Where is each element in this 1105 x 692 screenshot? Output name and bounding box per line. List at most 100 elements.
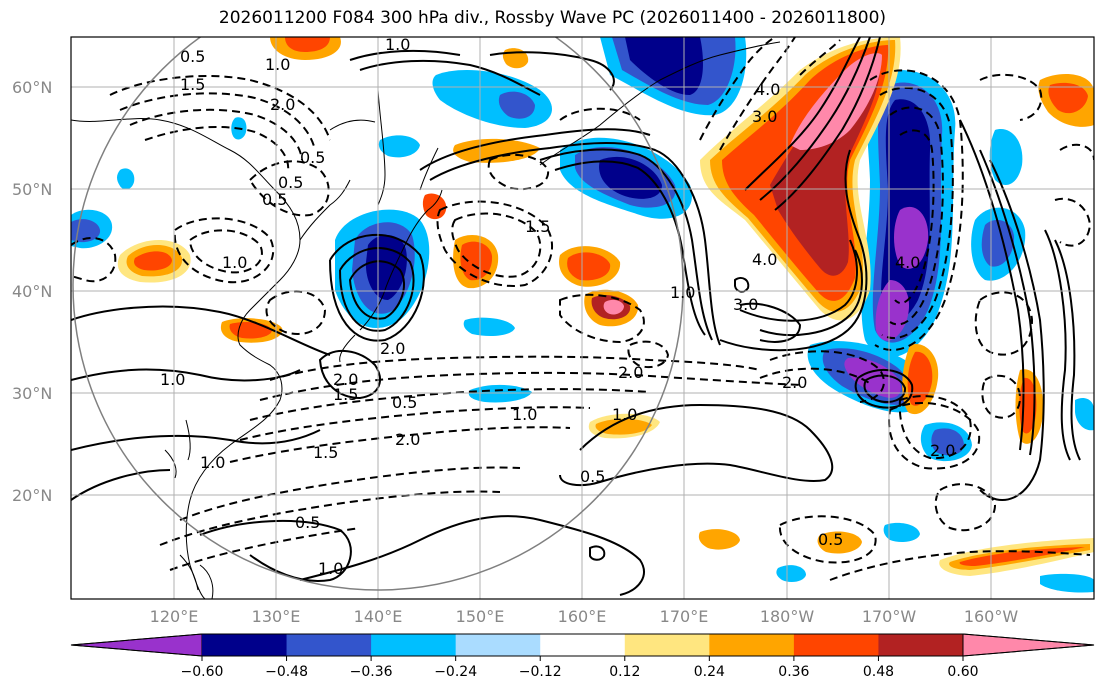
rossby-wave-contours-dashed xyxy=(71,37,1094,581)
shade-blob xyxy=(698,529,740,550)
colorbar-segment xyxy=(540,634,626,656)
contour-solid xyxy=(759,249,863,336)
shade-blob xyxy=(595,418,652,435)
shade-blob xyxy=(875,280,910,341)
lat-label: 30°N xyxy=(12,384,52,403)
shade-blob xyxy=(378,135,420,158)
lon-label: 160°E xyxy=(558,607,607,626)
coastline xyxy=(299,179,351,241)
colorbar-tick-label: 0.60 xyxy=(947,664,978,680)
coastline xyxy=(539,41,781,166)
contour-label: 2.0 xyxy=(380,339,405,358)
contour-label: 0.5 xyxy=(818,530,843,549)
lon-label: 140°E xyxy=(354,607,403,626)
contour-solid xyxy=(318,349,381,400)
contour-dashed xyxy=(769,350,885,403)
contour-dashed xyxy=(981,374,1022,419)
contour-label: 1.5 xyxy=(313,443,338,462)
shade-blob xyxy=(285,37,330,52)
shade-blob xyxy=(453,138,540,163)
contour-dashed xyxy=(869,69,964,351)
contour-label: 2.0 xyxy=(782,373,807,392)
contour-label: 3.0 xyxy=(733,295,758,314)
contour-dashed xyxy=(173,217,275,284)
contour-dashed xyxy=(119,92,316,151)
lat-label: 40°N xyxy=(12,282,52,301)
shade-blob xyxy=(603,299,624,315)
contour-solid xyxy=(979,159,1045,501)
shade-blob xyxy=(1040,573,1094,593)
lon-label: 180°W xyxy=(760,607,815,626)
contour-label: 4.0 xyxy=(895,253,920,272)
colorbar-tick-label: 0.12 xyxy=(609,664,640,680)
contour-dashed xyxy=(699,37,776,141)
contour-dashed xyxy=(898,395,972,460)
coastline xyxy=(164,449,177,479)
contour-label: 1.0 xyxy=(612,405,637,424)
divergence-shading xyxy=(71,37,1094,593)
coastline xyxy=(359,189,443,331)
contour-dashed xyxy=(559,107,641,121)
contour-label: 0.5 xyxy=(392,393,417,412)
contour-label: 0.5 xyxy=(580,467,605,486)
contour-label: 2.0 xyxy=(618,363,643,382)
contour-solid xyxy=(299,515,645,596)
contour-label: 1.0 xyxy=(265,55,290,74)
shade-blob xyxy=(468,384,532,403)
lon-label: 150°E xyxy=(456,607,505,626)
contour-label: 1.0 xyxy=(160,370,185,389)
contour-dashed xyxy=(188,229,263,274)
shade-blob xyxy=(498,91,535,119)
colorbar-segment xyxy=(455,634,541,656)
shade-blob xyxy=(463,317,515,336)
shade-blob xyxy=(776,565,806,583)
contour-dashed xyxy=(879,86,954,340)
contour-solid xyxy=(539,148,713,341)
contour-dashed xyxy=(436,200,554,287)
contour-solid xyxy=(759,37,871,201)
contour-label: 0.5 xyxy=(180,47,205,66)
contour-label: 1.5 xyxy=(333,385,358,404)
contour-dashed xyxy=(627,340,670,369)
contour-label: 2.0 xyxy=(395,430,420,449)
contour-solid xyxy=(71,429,321,451)
lat-label: 20°N xyxy=(12,486,52,505)
contour-dashed xyxy=(799,39,841,76)
contour-dashed xyxy=(778,515,877,564)
colorbar-tick-label: −0.24 xyxy=(434,664,477,680)
colorbar-segment xyxy=(286,634,372,656)
contour-solid xyxy=(349,49,461,61)
contour-label: 1.0 xyxy=(222,253,247,272)
coastline xyxy=(185,419,191,461)
colorbar-extend-min xyxy=(70,633,203,657)
shade-blob xyxy=(567,252,611,281)
lon-label: 160°W xyxy=(964,607,1019,626)
contour-label: 2.0 xyxy=(930,441,955,460)
shade-blob xyxy=(931,428,964,456)
shade-blob xyxy=(790,53,882,150)
contour-dashed xyxy=(269,355,761,381)
map-content: 1.0 0.5 1.5 2.0 0.5 0.5 1.0 0.5 4.0 3.0 … xyxy=(71,37,1094,599)
lat-label: 60°N xyxy=(12,78,52,97)
colorbar-segment xyxy=(202,634,288,656)
map-title: 2026011200 F084 300 hPa div., Rossby Wav… xyxy=(218,8,887,28)
shade-blob xyxy=(989,129,1023,185)
contour-dashed xyxy=(159,490,501,546)
contour-dashed xyxy=(487,153,550,190)
colorbar-segment xyxy=(624,634,710,656)
lat-label: 50°N xyxy=(12,180,52,199)
contour-dashed xyxy=(979,73,1043,121)
contour-label: 0.5 xyxy=(295,513,320,532)
colorbar-tick-label: −0.12 xyxy=(519,664,562,680)
contour-solid xyxy=(979,149,1036,456)
contour-solid xyxy=(719,149,868,352)
contour-solid xyxy=(854,368,914,409)
contour-dashed xyxy=(974,291,1034,356)
contour-label: 3.0 xyxy=(752,107,777,126)
contour-solid xyxy=(348,260,405,320)
contour-solid xyxy=(71,305,331,356)
colorbar-segment xyxy=(793,634,879,656)
shade-blob xyxy=(1075,398,1094,431)
contour-dashed xyxy=(894,129,935,305)
reference-circle xyxy=(72,37,684,591)
